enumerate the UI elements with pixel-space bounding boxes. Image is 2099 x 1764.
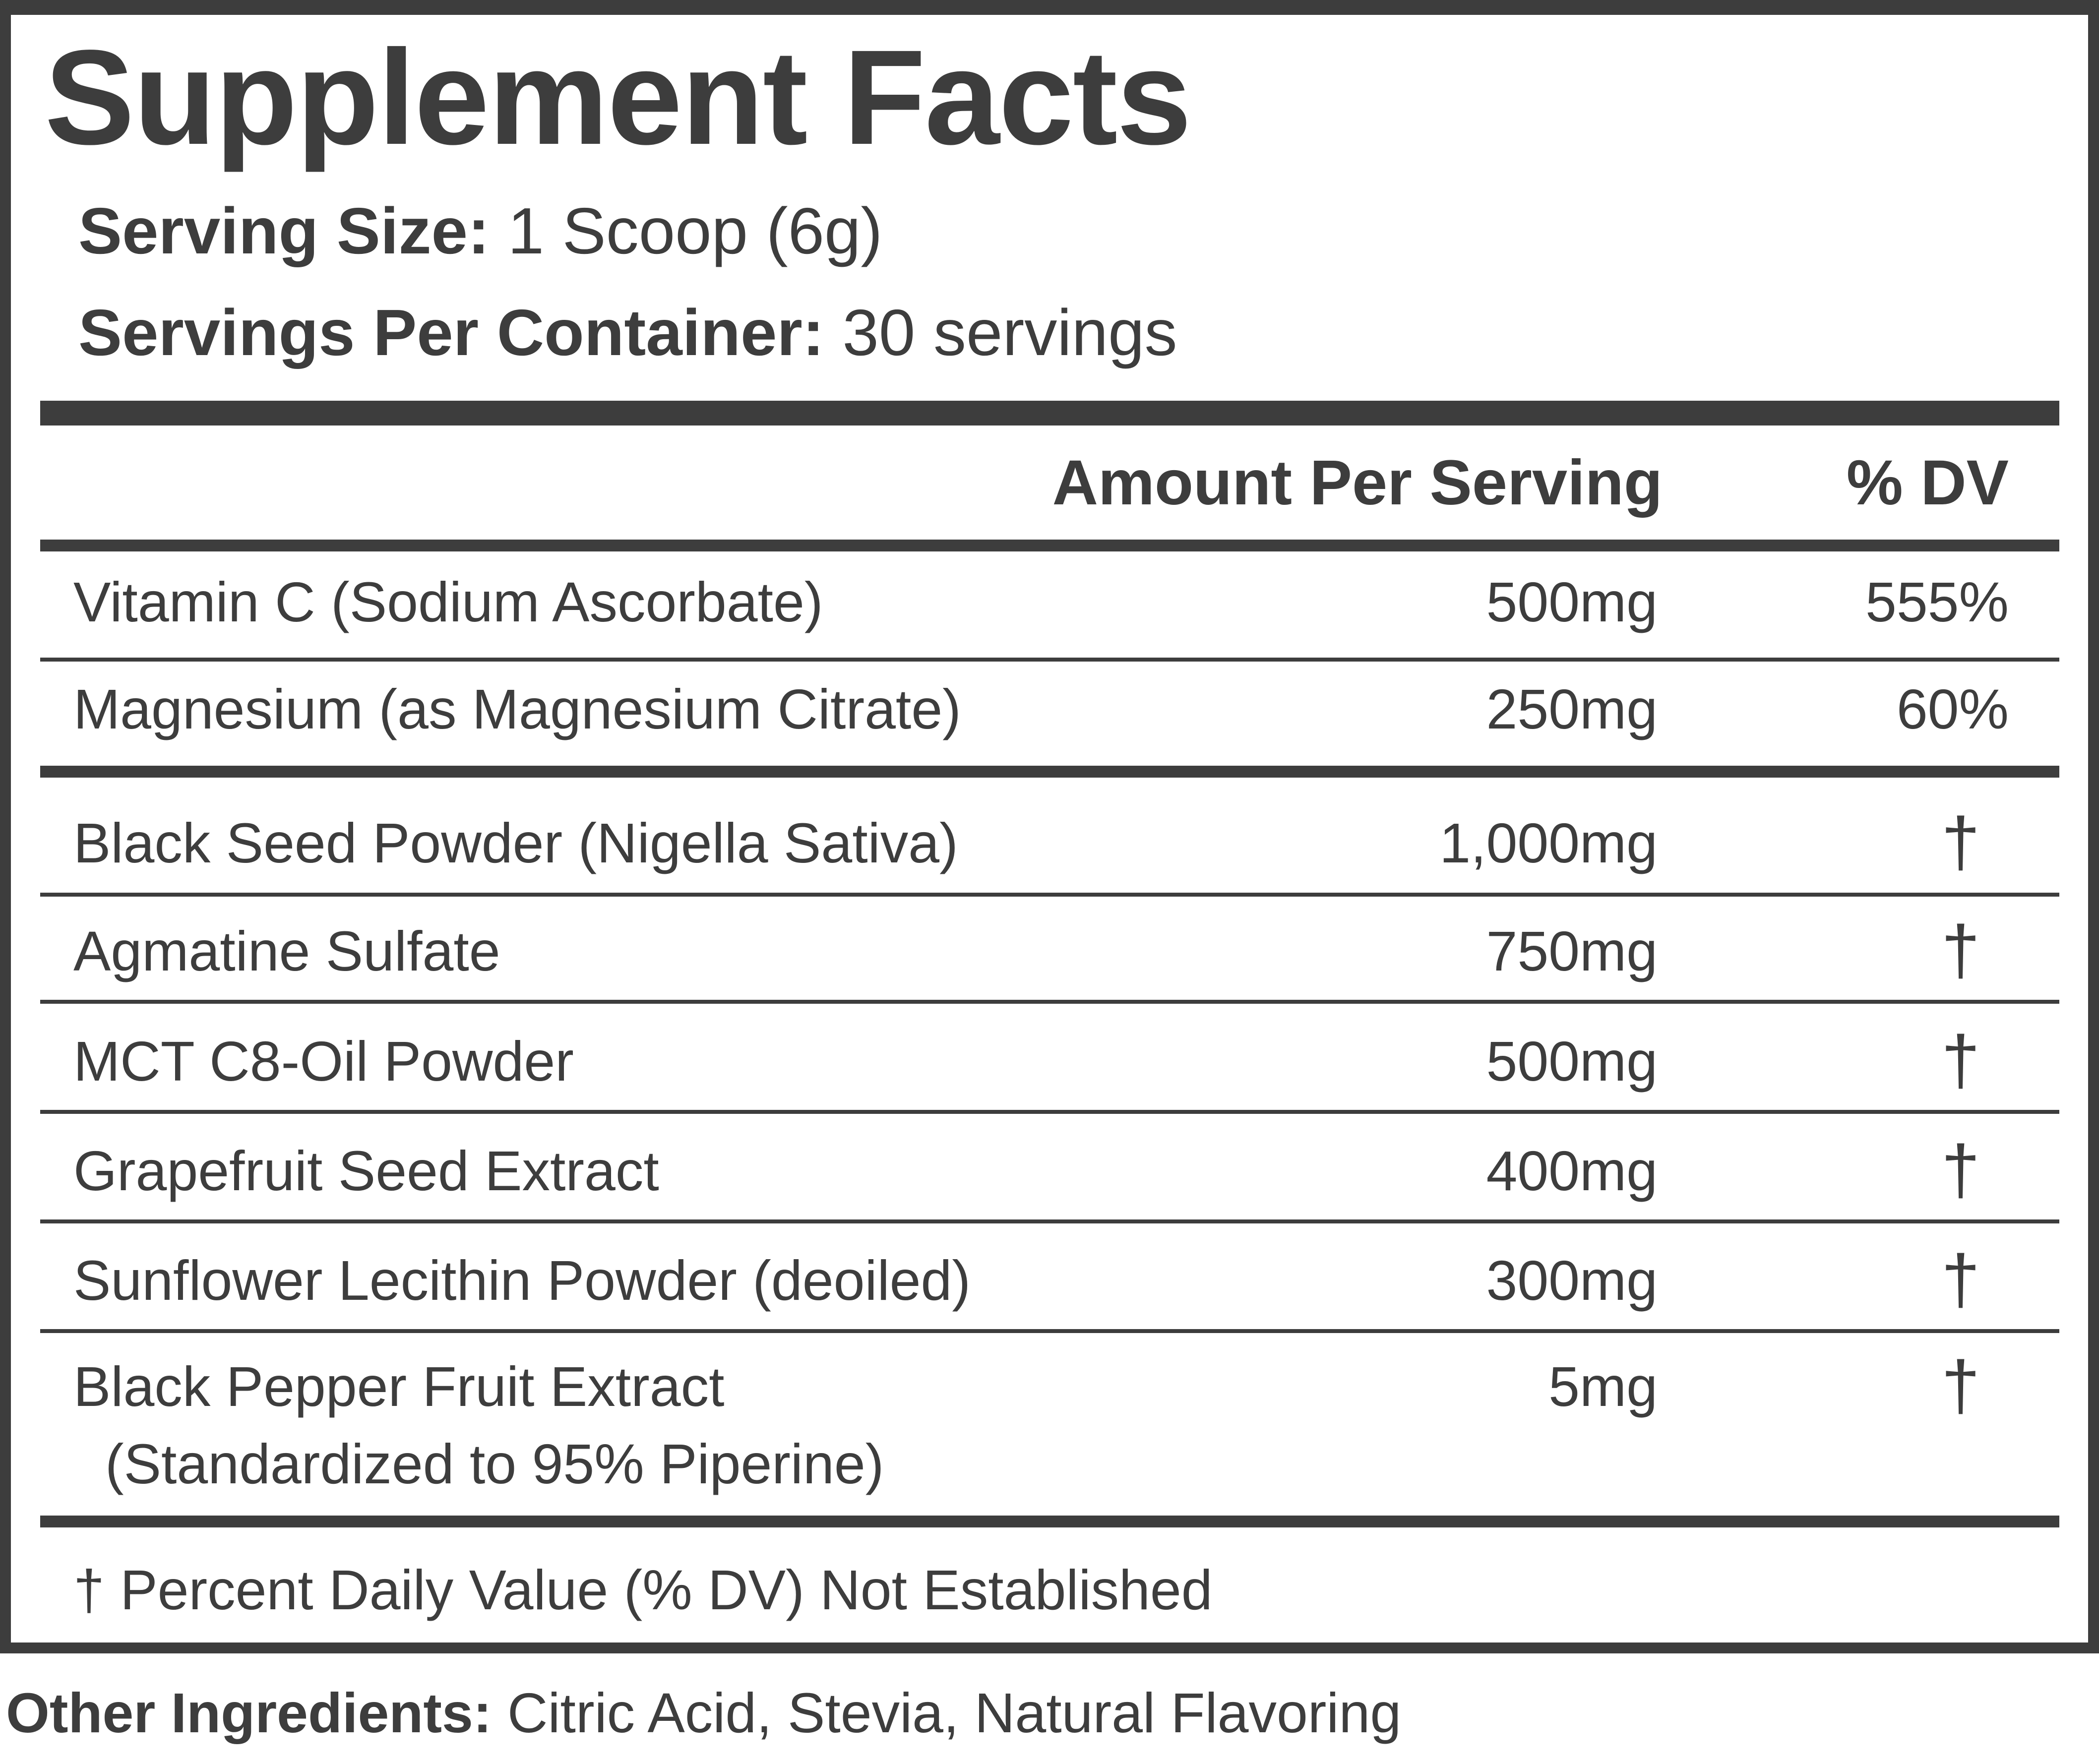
row-amount: 1,000mg <box>1439 812 1658 874</box>
row-subname: (Standardized to 95% Piperine) <box>105 1433 884 1495</box>
servings-per-container-value: 30 servings <box>842 296 1177 369</box>
row-amount: 400mg <box>1486 1140 1658 1202</box>
dagger-icon: † <box>1941 1021 1980 1099</box>
row-name: MCT C8-Oil Powder <box>73 1030 574 1093</box>
divider-thin <box>40 1110 2059 1114</box>
row-amount: 250mg <box>1486 678 1658 740</box>
servings-per-container-label: Servings Per Container: <box>78 296 824 369</box>
row-amount: 500mg <box>1486 1030 1658 1093</box>
serving-size-label: Serving Size: <box>78 194 490 267</box>
row-name: Vitamin C (Sodium Ascorbate) <box>73 571 823 633</box>
other-ingredients-label: Other Ingredients: <box>6 1682 492 1744</box>
row-name: Black Seed Powder (Nigella Sativa) <box>73 812 958 874</box>
dagger-icon: † <box>1941 803 1980 881</box>
divider-thin <box>40 658 2059 662</box>
divider-thick <box>40 401 2059 426</box>
serving-size-value: 1 Scoop (6g) <box>507 194 883 267</box>
header-amount: Amount Per Serving <box>1052 447 1663 518</box>
divider-thin <box>40 1000 2059 1004</box>
row-name: Sunflower Lecithin Powder (deoiled) <box>73 1249 971 1312</box>
dagger-icon: † <box>1941 911 1980 989</box>
row-amount: 5mg <box>1548 1355 1658 1418</box>
row-dv: 60% <box>1896 678 2009 740</box>
row-dv: 555% <box>1865 571 2009 633</box>
row-amount: 300mg <box>1486 1249 1658 1312</box>
dagger-icon: † <box>1941 1240 1980 1318</box>
dagger-icon: † <box>1941 1346 1980 1424</box>
divider-thick <box>40 1516 2059 1527</box>
servings-per-container: Servings Per Container: 30 servings <box>78 300 1177 365</box>
divider-thin <box>40 893 2059 897</box>
row-name: Magnesium (as Magnesium Citrate) <box>73 678 961 740</box>
divider-thin <box>40 1329 2059 1333</box>
facts-panel-border <box>0 0 2099 1653</box>
row-amount: 500mg <box>1486 571 1658 633</box>
other-ingredients-value: Citric Acid, Stevia, Natural Flavoring <box>507 1682 1402 1744</box>
header-dv: % DV <box>1846 447 2009 518</box>
serving-size: Serving Size: 1 Scoop (6g) <box>78 198 882 264</box>
row-name: Grapefruit Seed Extract <box>73 1140 659 1202</box>
row-name: Agmatine Sulfate <box>73 920 500 982</box>
divider-thin <box>40 1219 2059 1223</box>
footnote: † Percent Daily Value (% DV) Not Establi… <box>73 1559 1213 1621</box>
divider-thick <box>40 766 2059 778</box>
panel-title: Supplement Facts <box>45 22 1192 173</box>
divider-thick <box>40 540 2059 551</box>
other-ingredients: Other Ingredients: Citric Acid, Stevia, … <box>6 1685 1401 1741</box>
dagger-icon: † <box>1941 1131 1980 1209</box>
row-amount: 750mg <box>1486 920 1658 982</box>
row-name: Black Pepper Fruit Extract <box>73 1355 725 1418</box>
